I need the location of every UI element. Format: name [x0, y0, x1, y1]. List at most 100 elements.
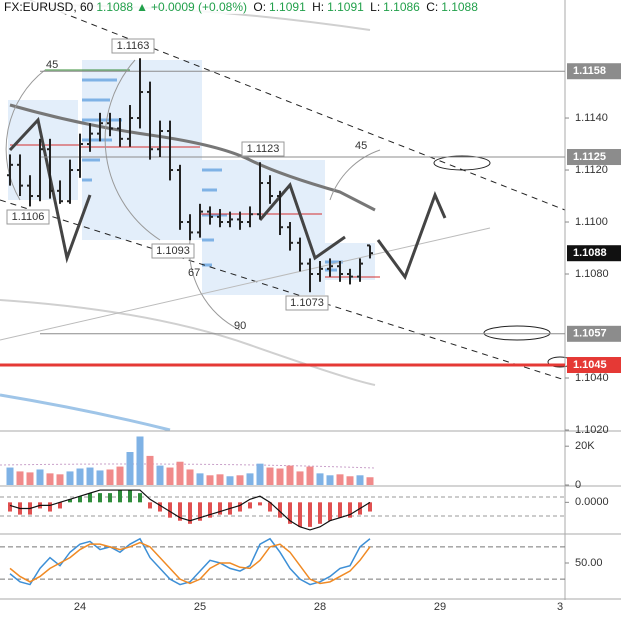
- volume-bar: [166, 467, 174, 485]
- annotation-box: [285, 295, 329, 311]
- macd-histogram-bar: [88, 493, 92, 503]
- volume-bar: [176, 461, 184, 485]
- macd-histogram-bar: [78, 496, 82, 503]
- y-tick-label: 1.1140: [575, 112, 608, 124]
- volume-profile: [82, 60, 202, 240]
- macd-histogram-bar: [128, 490, 132, 503]
- annotation: 45: [46, 59, 58, 71]
- low-label: L:: [370, 0, 381, 14]
- low-value: 1.1086: [383, 0, 420, 14]
- volume-bar: [56, 474, 64, 485]
- close-label: C:: [426, 0, 439, 14]
- pattern-line: [258, 182, 346, 261]
- price-label-bg: [567, 149, 621, 166]
- macd-histogram-bar: [218, 502, 222, 515]
- annotation: 1.1093: [156, 245, 190, 257]
- legend-header: FX:EURUSD, 60 1.1088 ▲ +0.0009 (+0.08%) O: 1…: [4, 0, 481, 14]
- macd-histogram-bar: [58, 502, 62, 509]
- change: +0.0009 (+0.08%): [150, 0, 248, 14]
- macd-histogram-bar: [278, 502, 282, 518]
- annotation-box: [241, 141, 285, 157]
- macd-histogram-bar: [158, 502, 162, 512]
- target-ellipse: [433, 155, 491, 171]
- open-value: 1.1091: [269, 0, 306, 14]
- moving-average: [0, 393, 171, 432]
- volume-bar: [316, 473, 324, 485]
- x-tick-label: 28: [314, 601, 326, 613]
- x-tick-label: 25: [194, 601, 206, 613]
- volume-bar: [76, 468, 84, 485]
- fib-arc: [5, 59, 381, 331]
- volume-profile: [202, 160, 325, 295]
- volume-bar: [296, 471, 304, 485]
- volume-bar: [196, 473, 204, 485]
- volume-average: [0, 463, 376, 469]
- macd-histogram-bar: [268, 502, 272, 512]
- macd-histogram-bar: [328, 502, 332, 521]
- price-label: 1.1057: [573, 328, 607, 340]
- annotation: 1.1073: [290, 297, 324, 309]
- macd-histogram-bar: [178, 502, 182, 521]
- annotations: 1.1163 1.1123 1.1106 1.1093 1.1073 45 45…: [6, 38, 367, 332]
- price-label-bg: [567, 325, 621, 342]
- volume-bar: [146, 455, 154, 485]
- volume-bar: [16, 471, 24, 485]
- macd-histogram-bar: [298, 502, 302, 527]
- macd-histogram-bar: [168, 502, 172, 518]
- volume-bar: [336, 474, 344, 485]
- stoch-line: [9, 537, 371, 586]
- y-tick-label: 20K: [575, 440, 595, 452]
- y-tick-label: 50.00: [575, 557, 603, 569]
- macd-histogram-bar: [338, 502, 342, 518]
- y-tick-label: 1.1100: [575, 216, 608, 228]
- pattern-line: [376, 190, 447, 281]
- annotation: 1.1106: [12, 211, 45, 223]
- volume-bar: [126, 452, 134, 485]
- volume-bar: [286, 465, 294, 485]
- macd-histogram-bar: [148, 502, 152, 509]
- macd-histogram-bar: [208, 502, 212, 518]
- volume-bar: [346, 476, 354, 485]
- macd-histogram-bar: [68, 499, 72, 503]
- macd-histogram-bar: [348, 502, 352, 518]
- volume-bar: [356, 475, 364, 485]
- price-label: 1.1158: [573, 65, 606, 77]
- y-tick-label: 1.1040: [575, 372, 609, 384]
- volume-bar: [116, 466, 124, 485]
- last-price: 1.1088: [96, 0, 134, 14]
- trend-line: [0, 227, 491, 341]
- macd-histogram-bar: [198, 502, 202, 521]
- macd-histogram-bar: [138, 493, 142, 503]
- macd-histogram-bar: [368, 502, 372, 512]
- annotation: 1.1123: [247, 143, 280, 155]
- volume-bar: [206, 475, 214, 485]
- annotation-box: [111, 38, 155, 54]
- macd-histogram-bar: [48, 502, 52, 512]
- volume-bar: [266, 467, 274, 485]
- y-tick-label: 0.0000: [575, 496, 609, 508]
- annotation: 90: [234, 320, 246, 332]
- macd-histogram-bar: [288, 502, 292, 524]
- price-label-bg: [567, 357, 621, 374]
- volume-bar: [256, 463, 264, 485]
- macd-histogram-bar: [188, 502, 192, 524]
- macd-histogram-bar: [308, 502, 312, 527]
- high-label: H:: [312, 0, 325, 14]
- volume-bar: [236, 475, 244, 485]
- volume-bar: [186, 469, 194, 485]
- annotation-box: [6, 209, 50, 225]
- volume-bar: [226, 476, 234, 485]
- volume-bar: [96, 470, 104, 485]
- moving-average: [0, 299, 376, 386]
- macd-histogram-bar: [318, 502, 322, 524]
- volume-bar: [276, 468, 284, 485]
- profile-rows: [82, 78, 343, 272]
- y-tick-label: 1.1120: [575, 164, 608, 176]
- volume-bar: [366, 477, 374, 485]
- volume-bar: [36, 469, 44, 485]
- up-arrow: ▲: [136, 0, 148, 14]
- macd-histogram-bar: [98, 493, 102, 503]
- x-tick-label: 29: [434, 601, 446, 613]
- macd-line: [9, 489, 371, 531]
